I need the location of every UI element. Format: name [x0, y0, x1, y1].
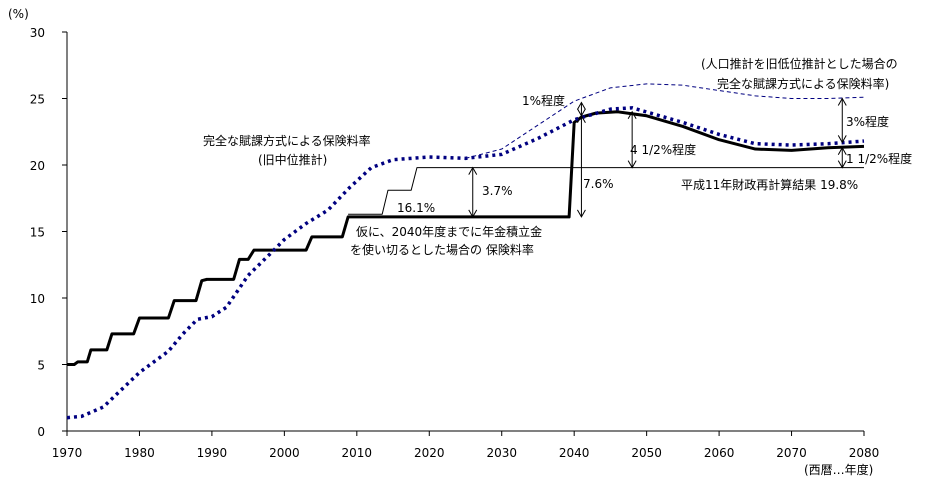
x-tick-label: 2060	[704, 446, 735, 460]
arrowhead-icon	[627, 110, 637, 120]
x-tick-label: 2050	[631, 446, 662, 460]
label-payg-medium-2: (旧中位推計)	[258, 152, 327, 167]
arrowhead-icon	[837, 160, 847, 169]
x-tick-label: 2070	[776, 446, 807, 460]
x-tick-label: 1990	[197, 446, 228, 460]
y-tick-label: 30	[30, 26, 45, 40]
arrowhead-icon	[837, 135, 847, 144]
x-tick-label: 2080	[849, 446, 880, 460]
arrowhead-icon	[627, 160, 637, 169]
y-axis-label: (%)	[8, 7, 29, 21]
x-tick-label: 2000	[269, 446, 300, 460]
x-tick-label: 2020	[414, 446, 445, 460]
x-tick-label: 2040	[559, 446, 590, 460]
x-tick-label: 1980	[124, 446, 155, 460]
x-tick-label: 2010	[342, 446, 373, 460]
annotation-1-5pct: 1 1/2%程度	[846, 151, 912, 166]
arrowhead-icon	[576, 209, 586, 218]
label-payg-low: (人口推計を旧低位推計とした場合の	[701, 56, 898, 71]
y-tick-label: 15	[30, 226, 45, 240]
annotation-3pct: 3%程度	[846, 114, 889, 129]
y-tick-label: 0	[37, 425, 45, 439]
y-tick-label: 20	[30, 159, 45, 173]
x-tick-label: 2030	[486, 446, 517, 460]
y-tick-label: 10	[30, 292, 45, 306]
label-payg-low-2: 完全な賦課方式による保険料率)	[717, 76, 889, 91]
arrowhead-icon	[468, 209, 478, 218]
label-exhaust-2040-2: を使い切るとした場合の 保険料率	[350, 242, 534, 257]
annotation-7-6: 7.6%	[583, 177, 614, 191]
annotation-4-5pct: 4 1/2%程度	[630, 142, 696, 157]
arrowhead-icon	[837, 146, 847, 155]
annotation-1pct: 1%程度	[522, 93, 565, 108]
arrowhead-icon	[837, 97, 847, 106]
label-h11-recalc: 平成11年財政再計算結果 19.8%	[681, 177, 858, 192]
series-line-0	[67, 110, 865, 366]
x-axis-label: (西暦…年度)	[804, 462, 873, 477]
arrowhead-icon	[576, 108, 586, 117]
annotation-3-7: 3.7%	[482, 184, 513, 198]
label-payg-medium: 完全な賦課方式による保険料率	[203, 133, 371, 148]
series-line-1	[348, 167, 864, 215]
series-line-3	[465, 83, 865, 159]
x-tick-label: 1970	[52, 446, 83, 460]
annotation-16-1: 16.1%	[397, 201, 435, 215]
y-tick-label: 25	[30, 93, 45, 107]
label-exhaust-2040: 仮に、2040年度までに年金積立金	[356, 224, 542, 239]
arrowhead-icon	[468, 166, 478, 175]
arrowhead-icon	[576, 101, 586, 110]
y-tick-label: 5	[37, 359, 45, 373]
series-line-2	[66, 106, 865, 420]
